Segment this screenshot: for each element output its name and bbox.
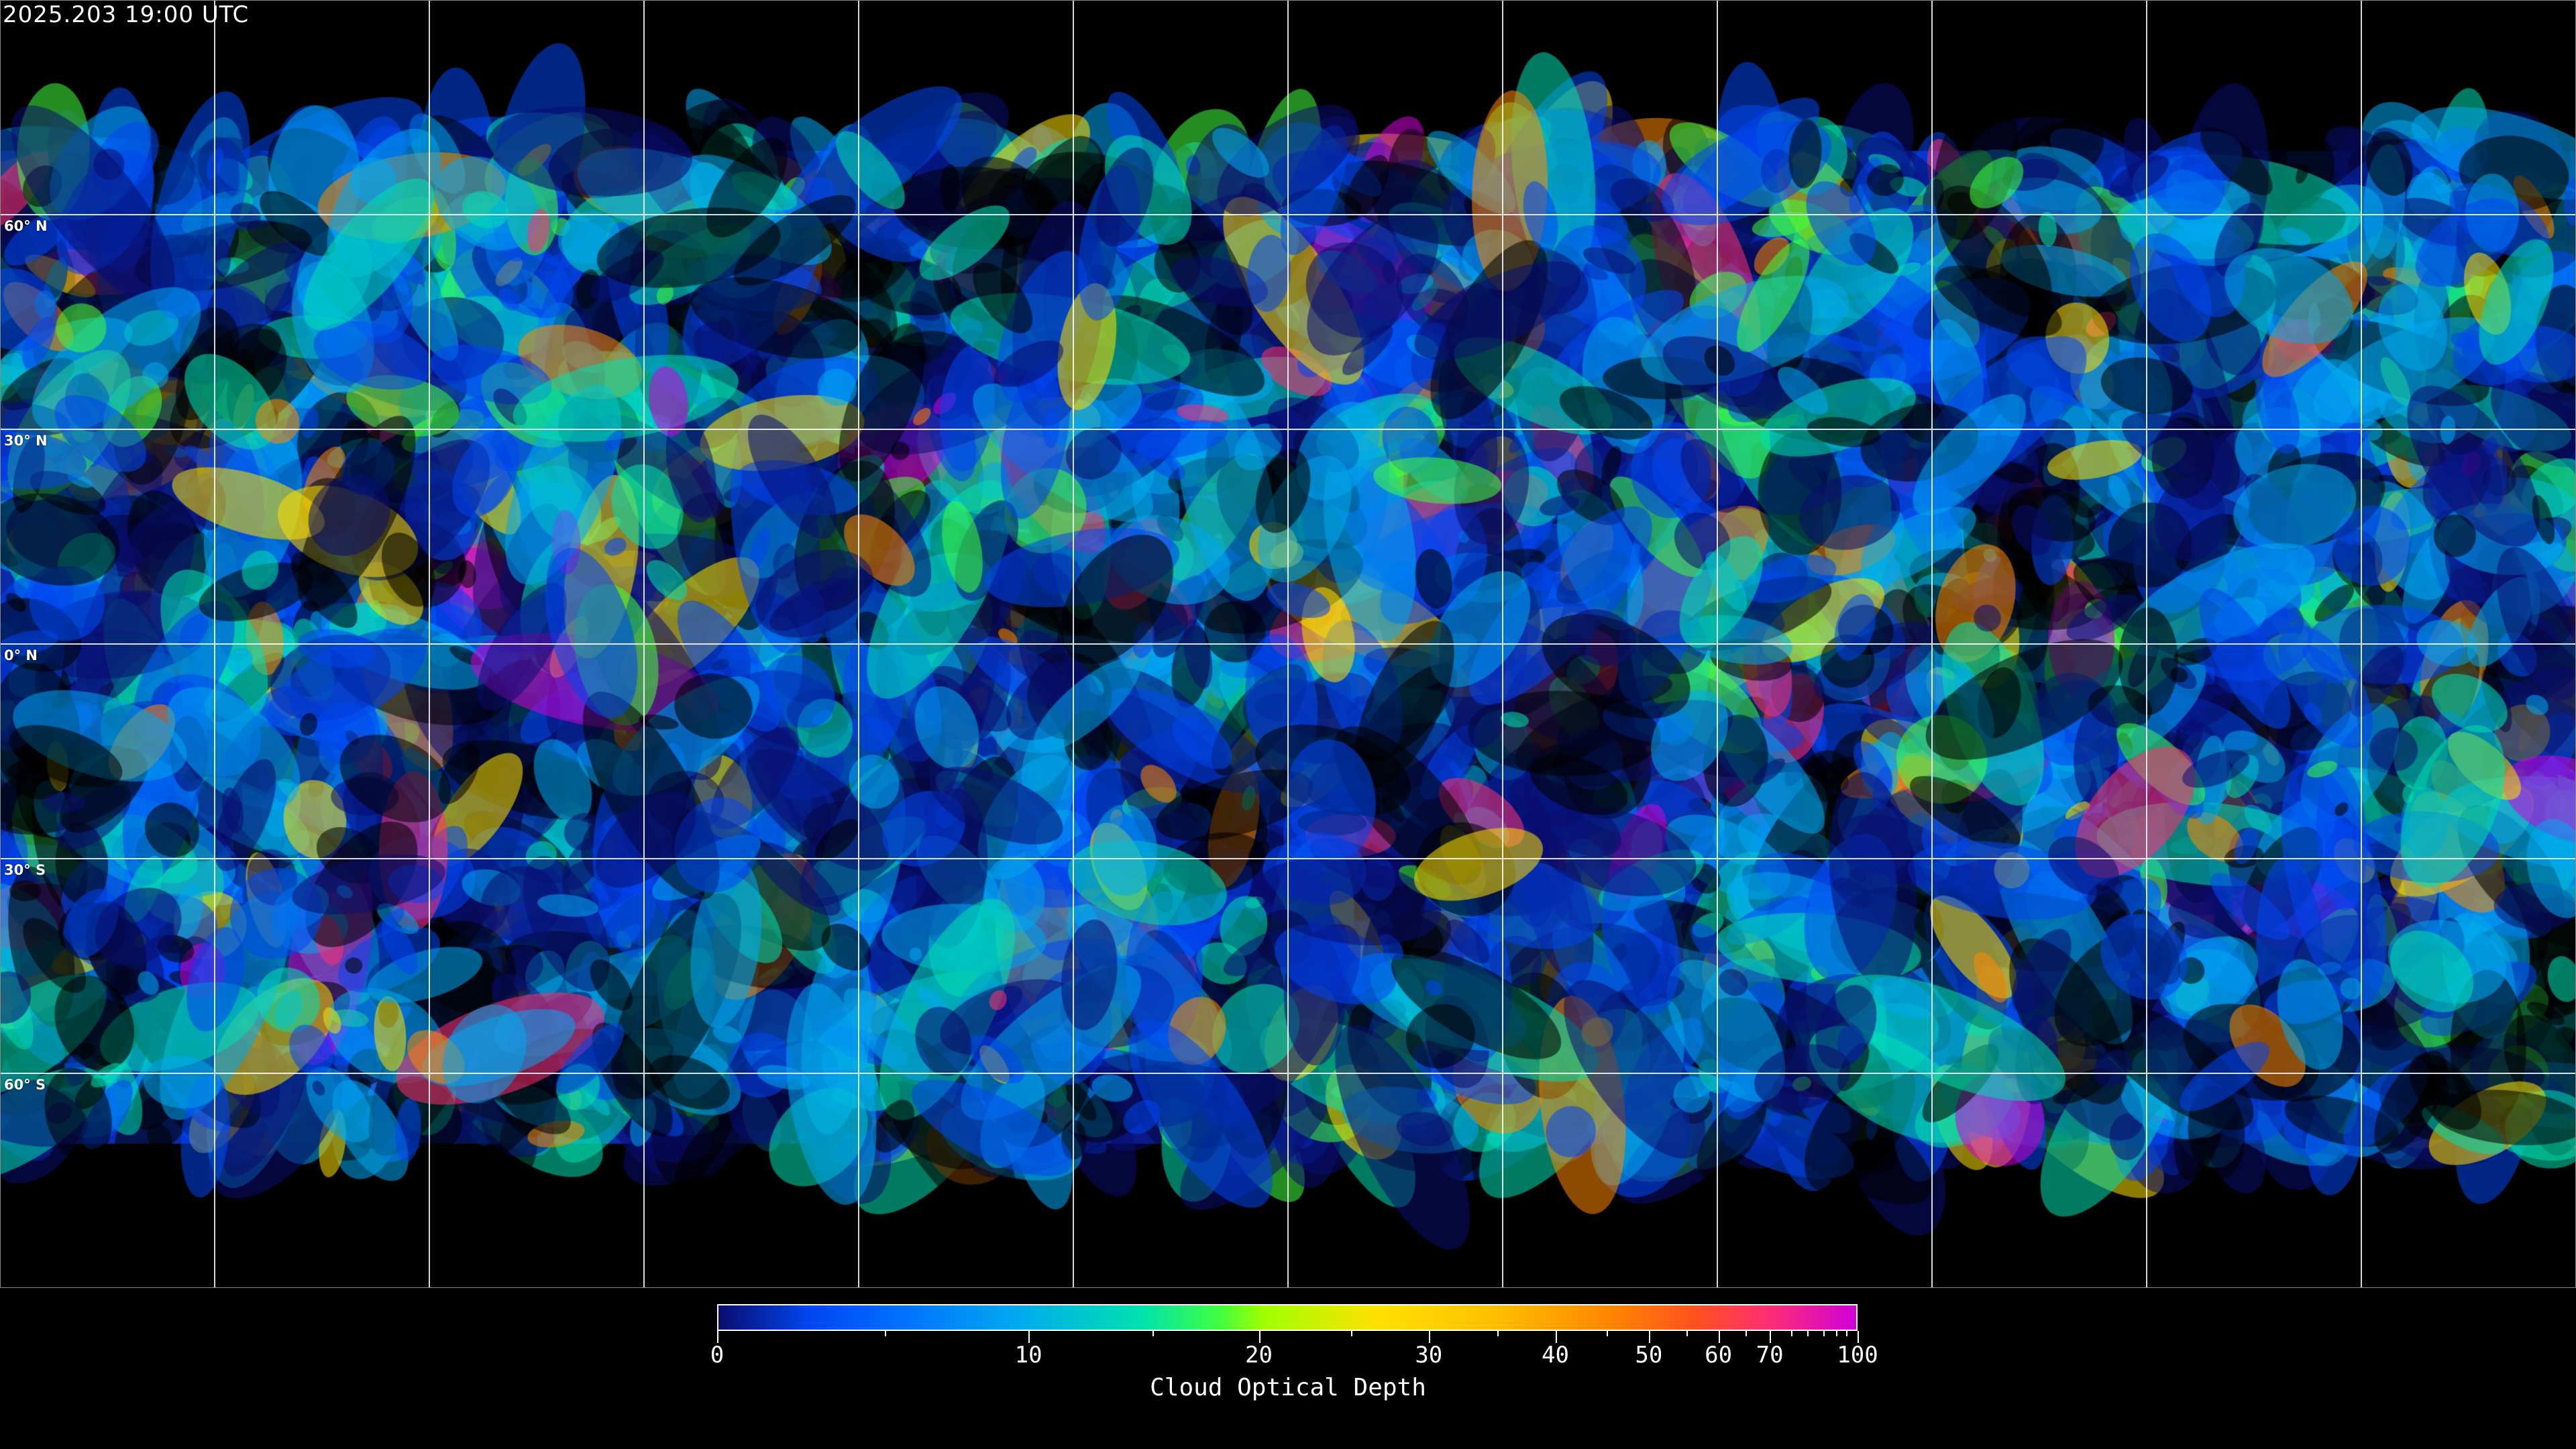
colorbar-minor-tick bbox=[1846, 1331, 1847, 1336]
colorbar-minor-tick bbox=[1807, 1331, 1809, 1336]
timestamp: 2025.203 19:00 UTC bbox=[3, 1, 250, 28]
colorbar-minor-tick bbox=[1351, 1331, 1353, 1336]
colorbar-major-tick bbox=[1648, 1331, 1650, 1343]
lat-label-30s: 30° S bbox=[4, 862, 46, 878]
colorbar-minor-tick bbox=[884, 1331, 886, 1336]
colorbar bbox=[717, 1304, 1858, 1331]
colorbar-minor-tick bbox=[1497, 1331, 1499, 1336]
lat-label-60s: 60° S bbox=[4, 1077, 46, 1093]
colorbar-tick-label: 70 bbox=[1756, 1342, 1784, 1368]
colorbar-major-tick bbox=[1718, 1331, 1720, 1343]
colorbar-major-tick bbox=[1028, 1331, 1030, 1343]
colorbar-major-tick bbox=[1555, 1331, 1557, 1343]
colorbar-minor-tick bbox=[1746, 1331, 1748, 1336]
lat-label-30n: 30° N bbox=[4, 433, 48, 449]
cloud-optical-depth-map: 60° N 30° N 0° N 30° S 60° S 2025.203 19… bbox=[0, 0, 2576, 1288]
colorbar-title: Cloud Optical Depth bbox=[1150, 1374, 1426, 1401]
colorbar-minor-tick bbox=[1686, 1331, 1688, 1336]
latitude-gridline bbox=[0, 429, 2576, 430]
colorbar-minor-tick bbox=[1823, 1331, 1825, 1336]
colorbar-tick-label: 10 bbox=[1014, 1342, 1042, 1368]
colorbar-minor-tick bbox=[1152, 1331, 1155, 1336]
colorbar-minor-tick bbox=[1607, 1331, 1608, 1336]
colorbar-minor-tick bbox=[1791, 1331, 1793, 1336]
latitude-gridline bbox=[0, 858, 2576, 859]
colorbar-tick-label: 60 bbox=[1705, 1342, 1733, 1368]
lat-label-60n: 60° N bbox=[4, 218, 48, 234]
colorbar-tick-label: 40 bbox=[1542, 1342, 1569, 1368]
colorbar-minor-tick bbox=[1835, 1331, 1837, 1336]
colorbar-major-tick bbox=[1770, 1331, 1772, 1343]
latitude-gridline bbox=[0, 643, 2576, 645]
colorbar-tick-label: 0 bbox=[710, 1342, 724, 1368]
colorbar-tick-label: 50 bbox=[1635, 1342, 1663, 1368]
colorbar-tick-label: 20 bbox=[1245, 1342, 1273, 1368]
colorbar-tick-label: 30 bbox=[1415, 1342, 1443, 1368]
latitude-gridline bbox=[0, 1073, 2576, 1074]
colorbar-tick-label: 100 bbox=[1837, 1342, 1878, 1368]
colorbar-major-tick bbox=[1258, 1331, 1260, 1343]
colorbar-major-tick bbox=[1858, 1331, 1859, 1343]
latitude-gridline bbox=[0, 214, 2576, 215]
colorbar-major-tick bbox=[717, 1331, 718, 1343]
colorbar-major-tick bbox=[1428, 1331, 1430, 1343]
lat-label-0n: 0° N bbox=[4, 647, 38, 663]
